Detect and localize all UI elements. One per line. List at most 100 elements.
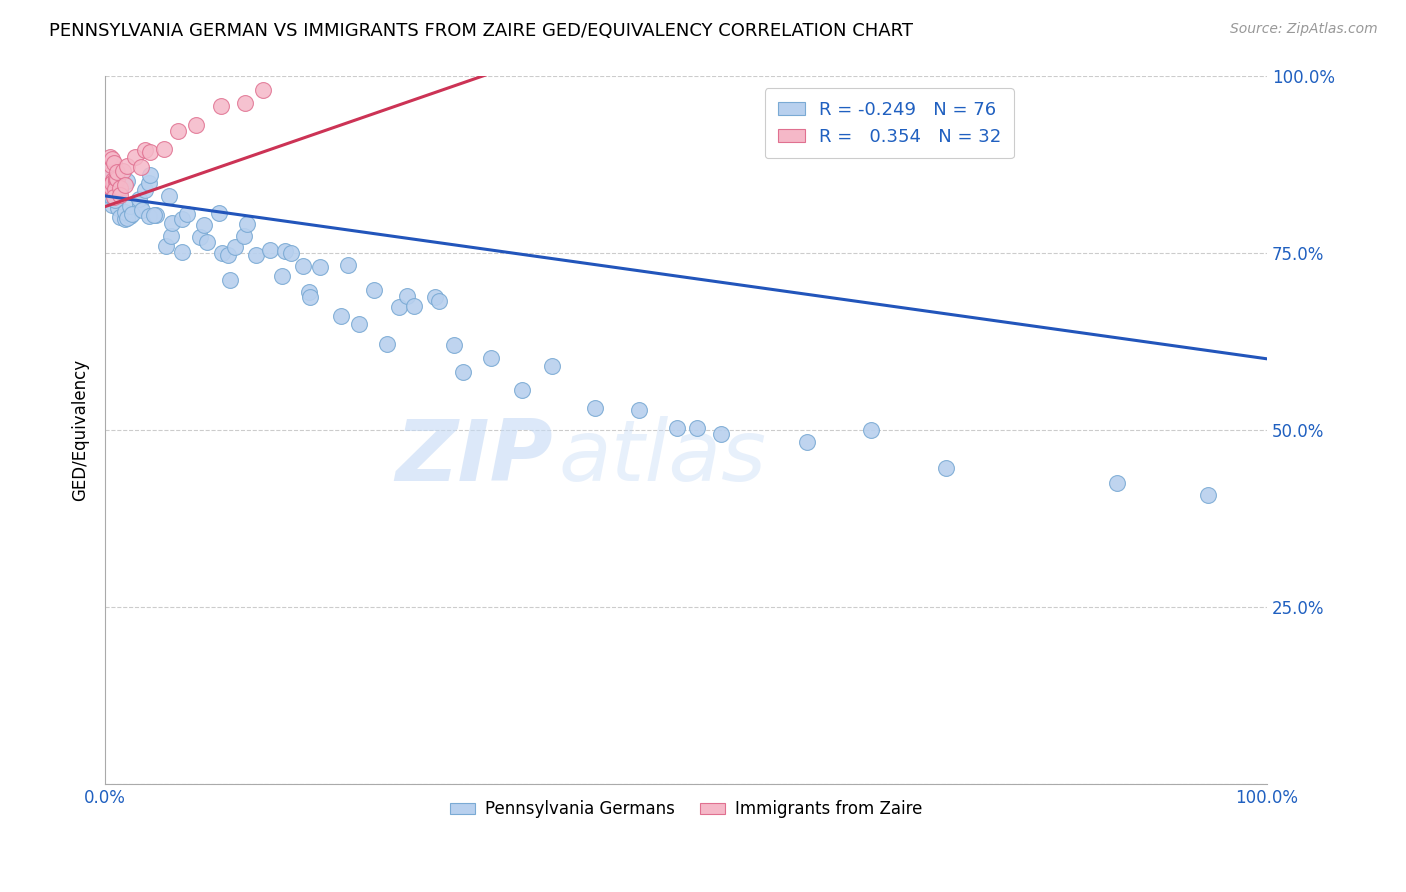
Point <box>796 435 818 450</box>
Point <box>443 338 465 352</box>
Point <box>583 401 606 415</box>
Point <box>309 260 332 274</box>
Point <box>100 169 122 184</box>
Point <box>186 118 208 132</box>
Point <box>208 205 231 219</box>
Point <box>105 172 128 186</box>
Point <box>375 337 398 351</box>
Point <box>128 192 150 206</box>
Point <box>510 383 533 397</box>
Point <box>115 174 138 188</box>
Point <box>297 285 319 300</box>
Point <box>236 218 259 232</box>
Point <box>103 190 125 204</box>
Point <box>627 403 650 417</box>
Point <box>217 248 239 262</box>
Point <box>336 258 359 272</box>
Legend: Pennsylvania Germans, Immigrants from Zaire: Pennsylvania Germans, Immigrants from Za… <box>443 794 929 825</box>
Point <box>363 283 385 297</box>
Point <box>138 209 160 223</box>
Point <box>329 309 352 323</box>
Point <box>259 243 281 257</box>
Point <box>195 235 218 249</box>
Text: Source: ZipAtlas.com: Source: ZipAtlas.com <box>1230 22 1378 37</box>
Point <box>427 294 450 309</box>
Point <box>107 201 129 215</box>
Point <box>172 244 194 259</box>
Point <box>159 228 181 243</box>
Point <box>159 189 181 203</box>
Point <box>274 244 297 258</box>
Point <box>108 183 131 197</box>
Point <box>176 207 198 221</box>
Point <box>100 167 122 181</box>
Text: atlas: atlas <box>558 417 766 500</box>
Point <box>104 182 127 196</box>
Point <box>110 181 132 195</box>
Point <box>129 160 152 174</box>
Point <box>117 211 139 225</box>
Text: PENNSYLVANIA GERMAN VS IMMIGRANTS FROM ZAIRE GED/EQUIVALENCY CORRELATION CHART: PENNSYLVANIA GERMAN VS IMMIGRANTS FROM Z… <box>49 22 914 40</box>
Point <box>97 180 120 194</box>
Point <box>121 207 143 221</box>
Point <box>139 145 162 159</box>
Point <box>115 159 138 173</box>
Point <box>665 421 688 435</box>
Point <box>155 238 177 252</box>
Point <box>134 143 156 157</box>
Point <box>114 205 136 219</box>
Point <box>100 158 122 172</box>
Point <box>100 180 122 194</box>
Point <box>160 216 183 230</box>
Point <box>101 153 124 167</box>
Point <box>104 194 127 208</box>
Point <box>209 99 232 113</box>
Point <box>107 193 129 207</box>
Point <box>388 301 411 315</box>
Point <box>395 289 418 303</box>
Point <box>686 421 709 435</box>
Point <box>101 182 124 196</box>
Point <box>118 199 141 213</box>
Point <box>142 208 165 222</box>
Point <box>347 318 370 332</box>
Point <box>139 168 162 182</box>
Point <box>131 203 153 218</box>
Point <box>166 123 188 137</box>
Point <box>188 230 211 244</box>
Point <box>153 142 176 156</box>
Point <box>108 211 131 225</box>
Point <box>111 164 134 178</box>
Point <box>104 174 127 188</box>
Point <box>101 173 124 187</box>
Point <box>219 273 242 287</box>
Point <box>271 269 294 284</box>
Point <box>124 150 146 164</box>
Point <box>859 424 882 438</box>
Point <box>134 183 156 197</box>
Point <box>129 198 152 212</box>
Point <box>104 186 127 200</box>
Point <box>233 95 256 110</box>
Point <box>101 175 124 189</box>
Point <box>252 83 274 97</box>
Point <box>105 165 128 179</box>
Point <box>453 365 475 379</box>
Point <box>1105 476 1128 491</box>
Point <box>114 178 136 192</box>
Point <box>232 228 254 243</box>
Point <box>280 246 302 260</box>
Point <box>541 359 564 374</box>
Point <box>98 150 121 164</box>
Point <box>101 189 124 203</box>
Point <box>935 461 957 475</box>
Point <box>103 156 125 170</box>
Point <box>170 211 193 226</box>
Point <box>120 209 142 223</box>
Point <box>709 426 731 441</box>
Point <box>224 240 246 254</box>
Point <box>423 290 446 304</box>
Y-axis label: GED/Equivalency: GED/Equivalency <box>72 359 89 500</box>
Point <box>211 246 233 260</box>
Point <box>145 208 167 222</box>
